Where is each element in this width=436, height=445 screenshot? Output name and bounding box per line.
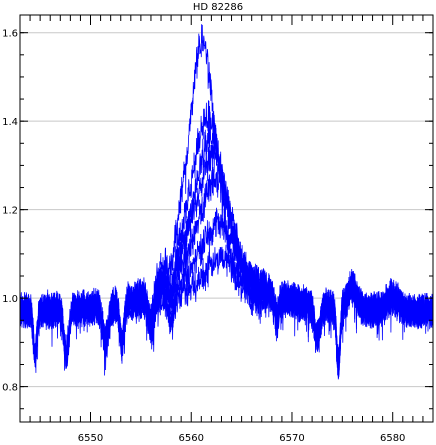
x-tick-label: 6580 <box>380 433 405 444</box>
plot-frame <box>19 14 434 423</box>
y-tick-label: 1.4 <box>2 117 18 128</box>
x-tick-label: 6560 <box>179 433 204 444</box>
spectrum-line <box>19 244 434 372</box>
chart-title: HD 82286 <box>193 2 243 13</box>
y-tick-label: 1.6 <box>2 29 18 40</box>
spectrum-line <box>19 207 434 369</box>
spectra-series <box>19 24 434 380</box>
axis-ticks: 0.8 1.0 1.2 1.4 1.6 6550 6560 6570 6580 <box>2 15 434 444</box>
x-tick-label: 6570 <box>279 433 304 444</box>
y-tick-label: 1.0 <box>2 294 18 305</box>
y-tick-label: 1.2 <box>2 206 18 217</box>
x-tick-label: 6550 <box>78 433 103 444</box>
y-tick-label: 0.8 <box>2 383 18 394</box>
spectrum-line <box>19 119 434 378</box>
